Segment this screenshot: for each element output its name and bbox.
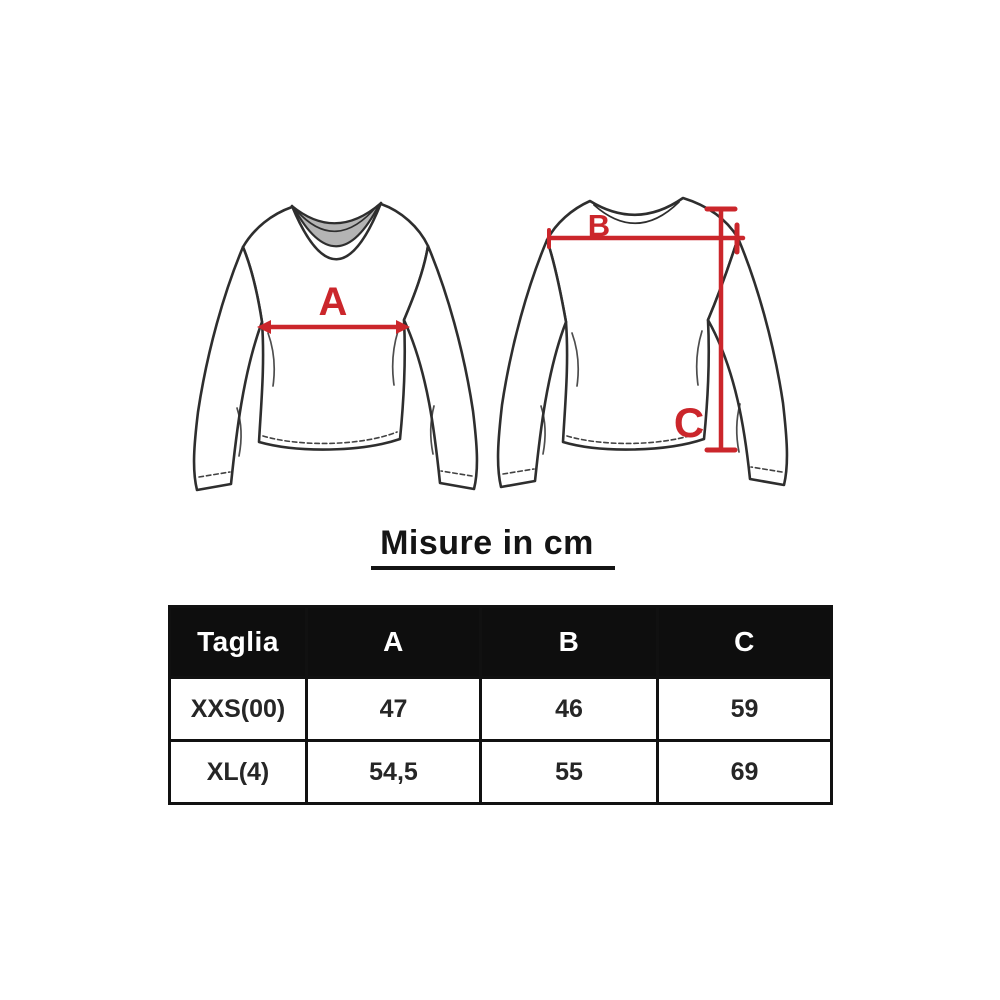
measure-b-cell: 55 [479, 739, 659, 805]
size-cell: XXS(00) [168, 676, 308, 742]
measure-c-cell: 69 [656, 739, 833, 805]
measure-a-cell: 47 [305, 676, 482, 742]
measure-a-cell: 54,5 [305, 739, 482, 805]
measurement-c-line: C [674, 206, 738, 453]
measurement-b-line: B [546, 208, 746, 255]
measure-c-cell: 59 [656, 676, 833, 742]
column-header-b: B [479, 605, 659, 679]
table-row: XL(4) 54,5 55 69 [168, 739, 833, 805]
column-header-taglia: Taglia [168, 605, 308, 679]
front-left-sleeve [192, 245, 264, 492]
back-left-sleeve [496, 238, 568, 489]
size-table: Taglia A B C XXS(00) 47 46 59 XL(4) 54,5… [168, 605, 833, 805]
back-shirt-drawing [496, 196, 789, 489]
measure-b-cell: 46 [479, 676, 659, 742]
measurement-c-label: C [674, 399, 704, 446]
column-header-a: A [305, 605, 482, 679]
front-shirt-drawing [192, 201, 479, 492]
measurement-b-label: B [588, 208, 610, 243]
title-underline [371, 566, 615, 570]
size-cell: XL(4) [168, 739, 308, 805]
measurement-a-arrow: A [257, 280, 410, 334]
title-block: Misure in cm [0, 526, 974, 560]
measurement-a-label: A [319, 280, 348, 324]
size-chart-title: Misure in cm [380, 524, 594, 562]
table-row: XXS(00) 47 46 59 [168, 676, 833, 742]
front-right-sleeve [402, 244, 479, 491]
table-header-row: Taglia A B C [168, 605, 833, 679]
column-header-c: C [656, 605, 833, 679]
back-right-sleeve [706, 236, 789, 487]
